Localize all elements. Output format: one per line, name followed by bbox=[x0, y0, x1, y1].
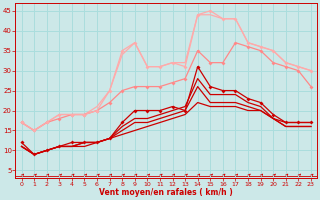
X-axis label: Vent moyen/en rafales ( km/h ): Vent moyen/en rafales ( km/h ) bbox=[100, 188, 233, 197]
